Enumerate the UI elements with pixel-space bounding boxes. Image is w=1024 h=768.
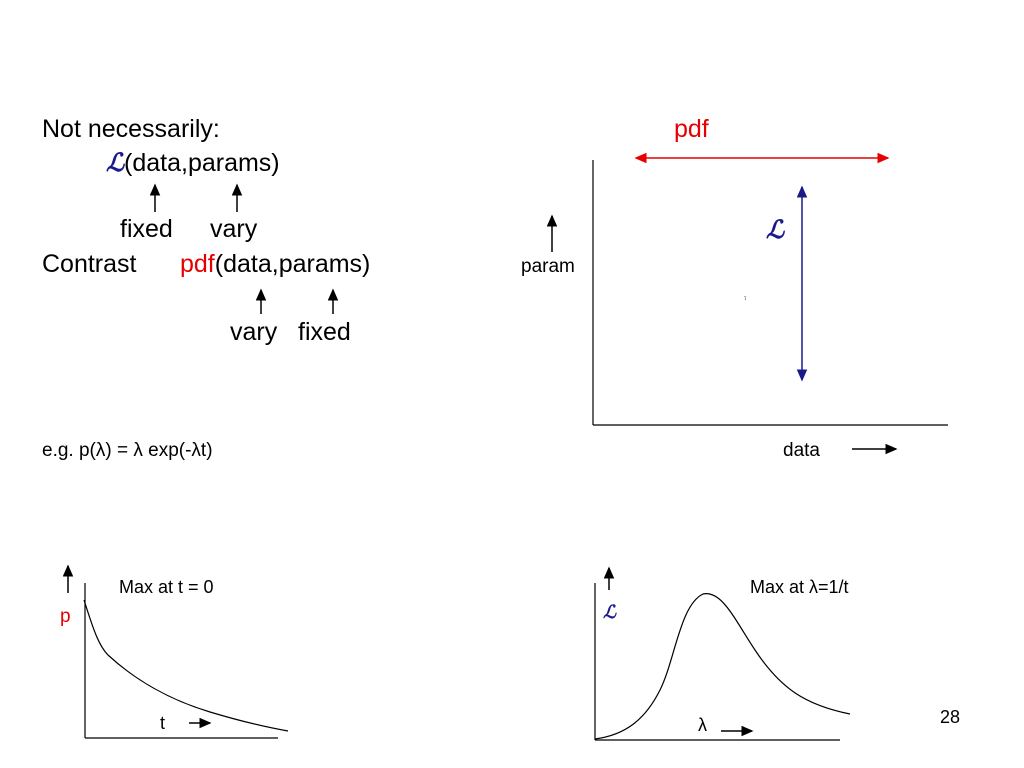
fixed-label-2: fixed (298, 318, 351, 346)
data-label: data (783, 440, 820, 461)
tiny-mark: τ (744, 296, 747, 302)
pdf-args: (data,params) (214, 250, 371, 278)
pdf-label: pdf (674, 115, 709, 143)
decay-curve (83, 599, 289, 732)
p-label: p (60, 606, 71, 627)
page-number: 28 (940, 707, 961, 727)
fixed-label-1: fixed (120, 215, 173, 243)
max-at-lambda-annotation: Max at λ=1/t (750, 577, 849, 597)
t-label: t (160, 713, 166, 733)
likelihood-args: (data,params) (124, 149, 280, 177)
likelihood-symbol: ℒ (106, 148, 125, 177)
vary-label-2: vary (230, 318, 278, 346)
param-label: param (521, 256, 575, 277)
vary-label-1: vary (210, 215, 258, 243)
likelihood-curve (594, 593, 851, 740)
example-formula: e.g. p(λ) = λ exp(-λt) (42, 440, 213, 461)
contrast-text: Contrast (42, 250, 137, 278)
pdf-word: pdf (180, 250, 215, 278)
not-necessarily-text: Not necessarily: (42, 115, 220, 143)
likelihood-label: ℒ (766, 215, 785, 244)
max-at-t-annotation: Max at t = 0 (119, 577, 214, 597)
lambda-label: λ (698, 715, 707, 735)
pdf-expression: pdf(data,params) (180, 252, 370, 277)
likelihood-expression: ℒ(data,params) (106, 150, 280, 176)
likelihood-y-label: ℒ (603, 602, 616, 623)
